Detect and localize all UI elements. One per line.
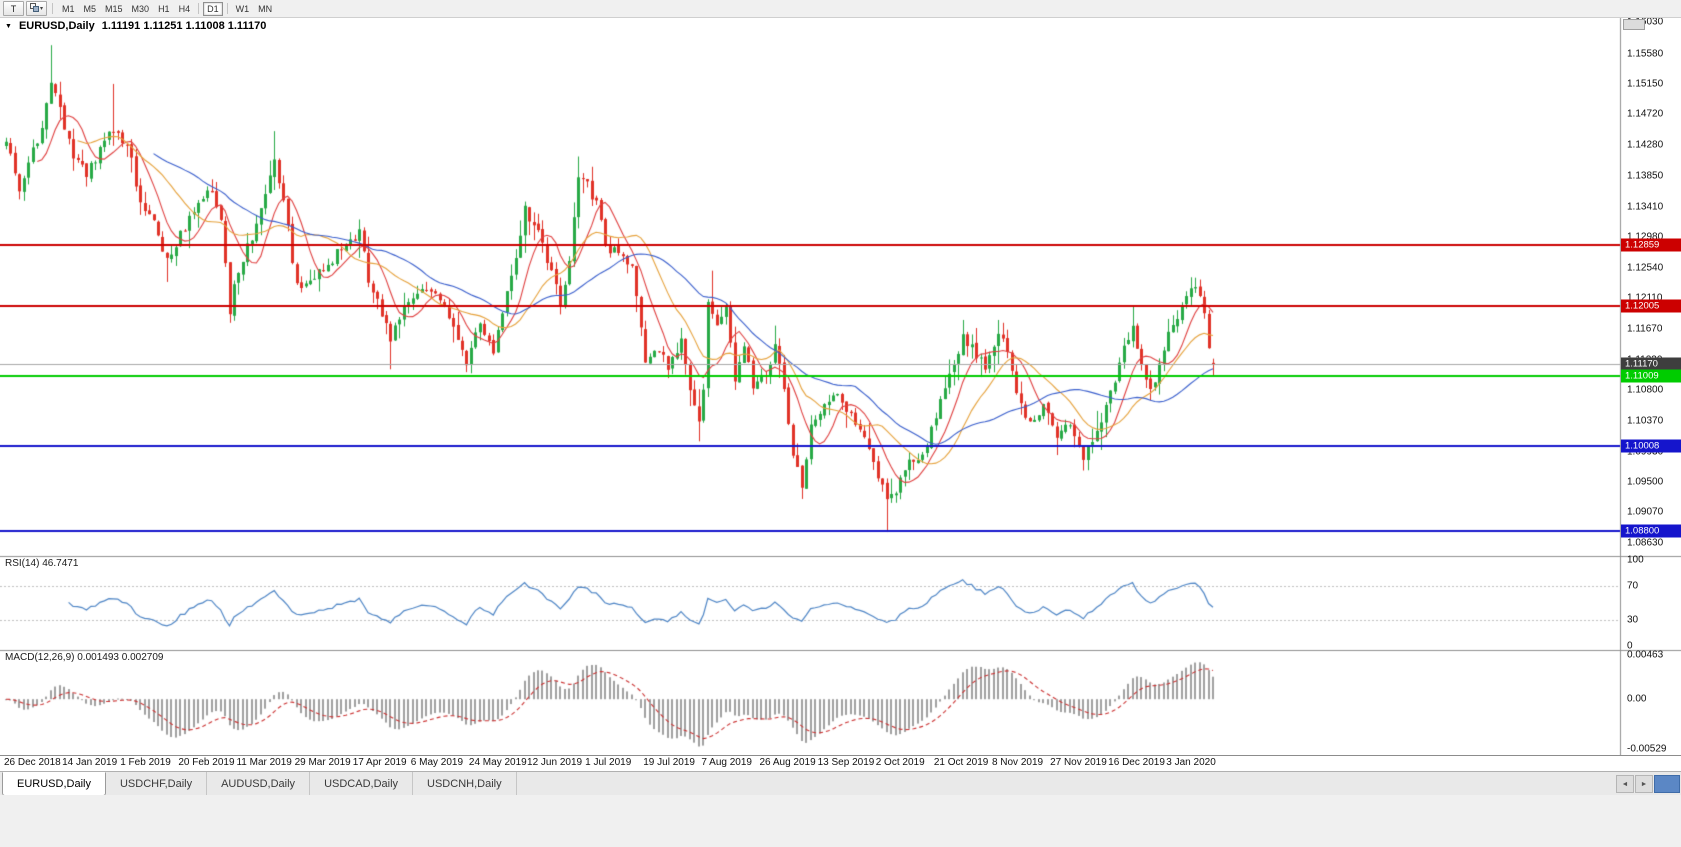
toolbar-separator (198, 3, 200, 14)
resistance-price-badge: 1.12005 (1621, 299, 1681, 313)
axis-tick-label: 1.11670 (1627, 323, 1663, 335)
axis-tick-label: 1.16030 (1627, 16, 1664, 28)
axis-tick-label: 1.12540 (1627, 262, 1664, 274)
support-price-badge: 1.10008 (1621, 439, 1681, 453)
axis-tick-label: 0.00463 (1627, 649, 1664, 661)
date-label: 16 Dec 2019 (1108, 757, 1165, 768)
chart-symbol-label: EURUSD,Daily (18, 20, 95, 32)
chart-tab-usdcad[interactable]: USDCAD,Daily (310, 772, 414, 796)
axis-tick-label: 1.13850 (1627, 170, 1664, 182)
toolbar-separator (226, 3, 228, 14)
rsi-indicator-label: RSI(14) 46.7471 (5, 558, 79, 569)
date-label: 26 Dec 2018 (4, 757, 61, 768)
chart-area: ▼ EURUSD,Daily 1.11191 1.11251 1.11008 1… (0, 16, 1681, 755)
axis-tick-label: 1.15150 (1627, 78, 1664, 90)
timeframe-button-m1[interactable]: M1 (62, 3, 75, 14)
time-axis: 26 Dec 2018 14 Jan 2019 1 Feb 2019 20 Feb 2… (0, 755, 1681, 772)
date-label: 21 Oct 2019 (933, 757, 989, 768)
date-label: 8 Nov 2019 (991, 757, 1044, 768)
date-label: 13 Sep 2019 (817, 757, 875, 768)
date-label: 7 Aug 2019 (701, 757, 752, 768)
timeframe-button-mn[interactable]: MN (258, 3, 273, 14)
axis-tick-label: 1.12980 (1627, 231, 1664, 243)
axis-tick-label: 0 (1627, 640, 1633, 652)
axis-tick-label: 1.09070 (1627, 506, 1664, 518)
timeframe-button-h4[interactable]: H4 (178, 3, 191, 14)
chart-tab-audusd[interactable]: AUDUSD,Daily (207, 772, 311, 796)
date-label: 29 Mar 2019 (294, 757, 351, 768)
current-price-price-badge: 1.11170 (1621, 357, 1681, 371)
date-label: 12 Jun 2019 (527, 757, 583, 768)
timeframe-button-m15[interactable]: M15 (105, 3, 123, 14)
chart-tab-usdcnh[interactable]: USDCNH,Daily (413, 772, 517, 796)
axis-tick-label: -0.00529 (1627, 743, 1667, 755)
date-label: 6 May 2019 (410, 757, 464, 768)
chart-tab-eurusd[interactable]: EURUSD,Daily (2, 772, 106, 796)
chart-collapse-icon[interactable]: ▼ (5, 22, 12, 30)
timeframe-button-m5[interactable]: M5 (83, 3, 97, 14)
price-scale-button[interactable] (1623, 19, 1645, 30)
axis-tick-label: 1.10370 (1627, 415, 1664, 427)
macd-indicator-label: MACD(12,26,9) 0.001493 0.002709 (5, 652, 164, 663)
date-label: 27 Nov 2019 (1050, 757, 1107, 768)
date-label: 19 Jul 2019 (643, 757, 695, 768)
date-label: 24 May 2019 (468, 757, 527, 768)
axis-tick-label: 1.14720 (1627, 108, 1664, 120)
axis-tick-label: 1.12110 (1627, 293, 1662, 304)
date-label: 1 Feb 2019 (120, 757, 171, 768)
date-label: 11 Mar 2019 (236, 757, 292, 768)
chart-ohlc-header: ▼ EURUSD,Daily 1.11191 1.11251 1.11008 1… (5, 20, 266, 32)
resistance-price-badge: 1.12859 (1621, 238, 1681, 252)
axis-tick-label: 1.14280 (1627, 139, 1664, 151)
date-label: 1 Jul 2019 (585, 757, 632, 768)
timeframes-toolbar: T ▾ M1 M5 M15 M30 H1 H4 D1 W1 MN (0, 0, 1681, 18)
axis-tick-label: 1.09500 (1627, 476, 1664, 488)
scroll-left-button[interactable]: ◄ (1616, 775, 1634, 793)
chart-tab-usdchf[interactable]: USDCHF,Daily (105, 772, 208, 796)
date-label: 2 Oct 2019 (875, 757, 925, 768)
axis-tick-label: 1.15580 (1627, 48, 1664, 60)
axis-tick-label: 1.13410 (1627, 201, 1664, 213)
timeframe-button-m30[interactable]: M30 (131, 3, 150, 14)
chart-ohlc-values: 1.11191 1.11251 1.11008 1.11170 (101, 20, 267, 32)
date-label: 20 Feb 2019 (178, 757, 235, 768)
timeframe-buttons: M1 M5 M15 M30 H1 H4 D1 W1 MN (58, 1, 276, 16)
scroll-right-button[interactable]: ► (1635, 775, 1653, 793)
axis-tick-label: 30 (1627, 614, 1639, 626)
axis-tick-label: 0.00 (1627, 693, 1647, 705)
objects-icon (29, 3, 39, 14)
timeframe-button-w1[interactable]: W1 (235, 3, 250, 14)
scroll-thumb[interactable] (1654, 775, 1680, 793)
tab-scrollbar: ◄ ► (1616, 772, 1681, 796)
objects-tool-button[interactable]: ▾ (26, 1, 47, 16)
date-label: 17 Apr 2019 (352, 757, 407, 768)
timeframe-button-d1[interactable]: D1 (203, 1, 223, 16)
date-label: 3 Jan 2020 (1166, 757, 1216, 768)
bottom-filler (0, 795, 1681, 847)
timeframe-button-h1[interactable]: H1 (158, 3, 170, 14)
chart-tabs: EURUSD,Daily USDCHF,Daily AUDUSD,Daily USDC… (0, 772, 517, 796)
support-price-badge: 1.08800 (1621, 524, 1681, 538)
date-label: 26 Aug 2019 (759, 757, 816, 768)
price-chart-canvas[interactable] (0, 17, 1681, 755)
axis-tick-label: 100 (1627, 554, 1644, 566)
axis-tick-label: 70 (1627, 580, 1639, 592)
axis-tick-label: 1.10800 (1627, 384, 1664, 396)
text-tool-button[interactable]: T (3, 1, 24, 16)
chart-tab-bar: EURUSD,Daily USDCHF,Daily AUDUSD,Daily USDC… (0, 771, 1681, 796)
date-label: 14 Jan 2019 (62, 757, 118, 768)
toolbar-separator (52, 3, 53, 14)
support-price-badge: 1.11009 (1621, 369, 1681, 383)
dropdown-caret-icon: ▾ (39, 5, 43, 12)
axis-tick-label: 1.08630 (1627, 537, 1664, 549)
